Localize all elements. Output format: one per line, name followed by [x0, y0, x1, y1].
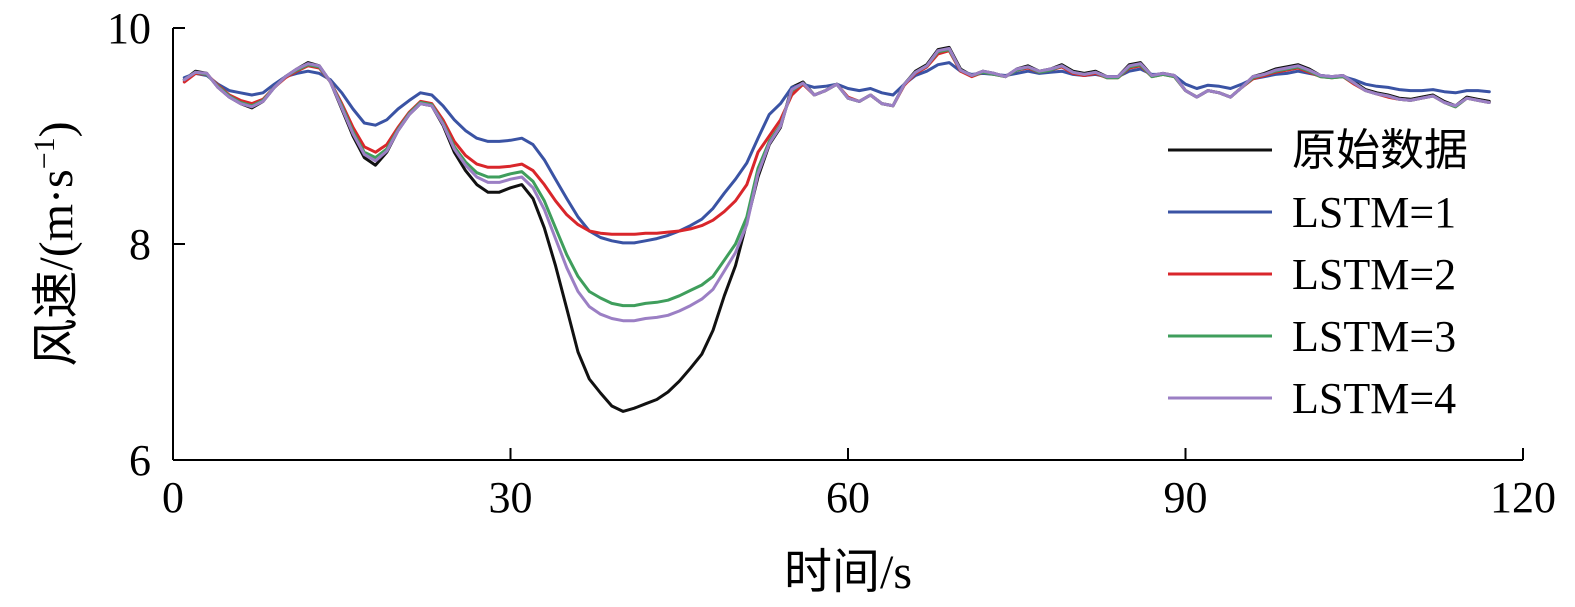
x-axis-title: 时间/s [784, 546, 912, 599]
legend-label-5: LSTM=4 [1292, 374, 1456, 423]
x-tick-label: 90 [1164, 473, 1208, 522]
y-axis-title-main: 风速/(m·s [30, 169, 83, 366]
x-ticks: 0 30 60 90 120 [162, 448, 1556, 522]
y-tick-label: 10 [107, 4, 151, 53]
legend-label-4: LSTM=3 [1292, 312, 1456, 361]
legend-label-2: LSTM=1 [1292, 188, 1456, 237]
x-tick-label: 30 [489, 473, 533, 522]
legend: 原始数据 LSTM=1 LSTM=2 LSTM=3 LSTM=4 [1168, 126, 1468, 423]
legend-label-3: LSTM=2 [1292, 250, 1456, 299]
y-axis-title-sup: −1 [28, 137, 61, 169]
x-tick-label: 120 [1490, 473, 1556, 522]
plot-lines [182, 45, 1491, 413]
series-line-5 [182, 47, 1491, 323]
y-tick-label: 8 [129, 220, 151, 269]
legend-label-1: 原始数据 [1292, 126, 1468, 175]
y-axis-title-close: ) [30, 121, 83, 137]
y-axis-title: 风速/(m·s−1) [28, 121, 83, 366]
x-tick-label: 0 [162, 473, 184, 522]
y-ticks: 6 8 10 [107, 4, 185, 485]
y-tick-label: 6 [129, 436, 151, 485]
x-tick-label: 60 [826, 473, 870, 522]
